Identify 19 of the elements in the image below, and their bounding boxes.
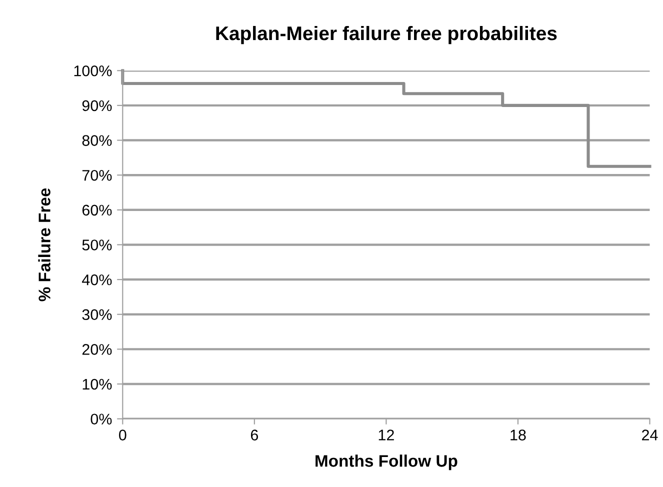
y-tick-label: 80% [82, 135, 112, 146]
y-tick-label: 20% [82, 344, 112, 355]
x-axis-title: Months Follow Up [316, 454, 458, 470]
y-tick-label: 10% [82, 378, 112, 390]
chart-title: Kaplan-Meier failure free probabilites [216, 26, 557, 44]
x-tick-label: 24 [642, 430, 658, 440]
x-tick-label: 12 [378, 430, 394, 440]
x-tick-label: 18 [510, 430, 526, 440]
y-tick-label: 50% [82, 240, 112, 250]
y-tick-label: 90% [82, 100, 112, 112]
y-tick-label: 30% [82, 309, 112, 320]
y-tick-label: 0% [90, 414, 112, 425]
x-tick-label: 6 [250, 430, 258, 440]
y-tick-label: 100% [74, 65, 112, 76]
y-axis-title: % Failure Free [38, 188, 50, 302]
y-tick-label: 70% [82, 170, 112, 181]
y-tick-label: 60% [82, 204, 112, 216]
x-tick-label: 0 [119, 430, 126, 440]
y-tick-label: 40% [82, 274, 112, 286]
